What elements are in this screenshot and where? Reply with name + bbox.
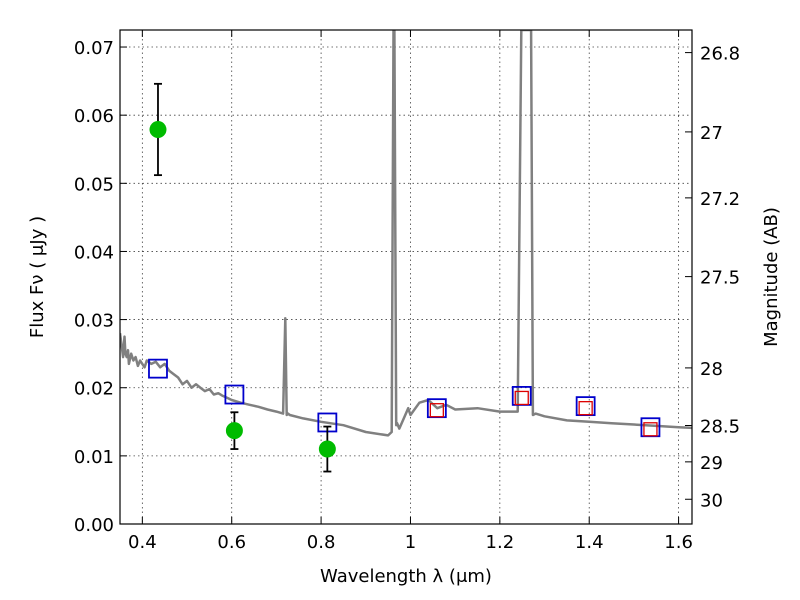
- model-box: [224, 384, 245, 405]
- y2-axis-label: Magnitude (AB): [761, 207, 782, 347]
- y-tick-label: 0.02: [74, 379, 114, 400]
- tick-layer: 0.4 0.6 0.8 1 1.2 1.4 1.6 0.00 0.01 0.02 0.03 0.04 0…: [74, 30, 740, 553]
- x-tick-label: 1.2: [486, 532, 515, 553]
- y2-tick-label: 29: [700, 453, 723, 474]
- y-tick-label: 0.07: [74, 38, 114, 59]
- x-tick-label: 0.8: [307, 532, 336, 553]
- model-box-inner: [578, 401, 593, 416]
- model-box-inner: [643, 422, 658, 437]
- sed-line: [120, 30, 692, 437]
- model-box-inner: [514, 390, 529, 406]
- plot-frame: [119, 29, 693, 525]
- y2-tick-label: 27.2: [700, 189, 740, 210]
- y-tick-label: 0.04: [74, 242, 114, 263]
- model-box: [148, 358, 168, 379]
- y2-tick-label: 27.5: [700, 268, 740, 289]
- x-tick-label: 0.4: [128, 532, 157, 553]
- x-tick-label: 1: [405, 532, 416, 553]
- x-tick-label: 1.6: [664, 532, 693, 553]
- x-axis-label: Wavelength λ (μm): [320, 566, 492, 587]
- y-tick-label: 0.03: [74, 311, 114, 332]
- y-tick-label: 0.01: [74, 447, 114, 468]
- y-axis-label: Flux Fν ( μJy ): [27, 216, 48, 338]
- y-tick-label: 0.05: [74, 174, 114, 195]
- series-layer: [120, 30, 692, 473]
- y2-tick-label: 30: [700, 490, 723, 511]
- observed-point: [318, 440, 336, 458]
- x-tick-label: 1.4: [575, 532, 604, 553]
- y2-tick-label: 28: [700, 359, 723, 380]
- y2-tick-label: 28.5: [700, 417, 740, 438]
- observed-point: [149, 120, 167, 138]
- observed-point: [225, 422, 243, 440]
- y-tick-label: 0.00: [74, 515, 114, 536]
- grid-layer: [120, 30, 692, 524]
- x-tick-label: 0.6: [217, 532, 246, 553]
- y-tick-label: 0.06: [74, 106, 114, 127]
- y2-tick-label: 27: [700, 123, 723, 144]
- model-box-inner: [429, 403, 444, 418]
- y2-tick-label: 26.8: [700, 44, 740, 65]
